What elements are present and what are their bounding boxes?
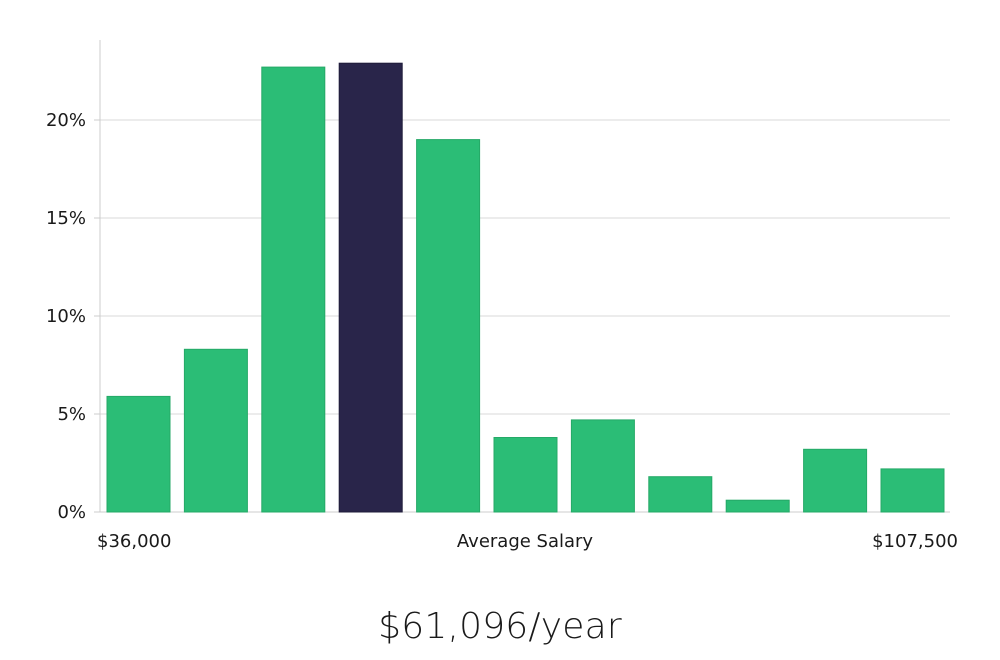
bars xyxy=(106,62,945,513)
average-salary-value: $61,096/year xyxy=(378,606,622,647)
bar xyxy=(803,448,868,513)
y-tick-labels: 0% 5% 10% 15% 20% xyxy=(46,110,100,523)
bar xyxy=(725,499,790,513)
grid-lines xyxy=(100,119,950,415)
x-axis-min-label: $36,000 xyxy=(97,531,171,552)
x-axis-max-label: $107,500 xyxy=(872,531,958,552)
salary-histogram: 0% 5% 10% 15% 20% $36,000 Average Salary $10… xyxy=(46,40,958,552)
bar xyxy=(416,139,481,513)
x-axis-title: Average Salary xyxy=(457,531,594,552)
bar xyxy=(183,348,248,513)
y-tick-label: 5% xyxy=(57,404,86,425)
y-tick-label: 10% xyxy=(46,306,86,327)
bar xyxy=(570,419,635,513)
bar xyxy=(106,395,171,513)
bar xyxy=(261,66,326,513)
bar-highlighted xyxy=(338,62,403,513)
bar xyxy=(493,437,558,513)
bar xyxy=(648,476,713,513)
bar xyxy=(880,468,945,513)
y-tick-label: 20% xyxy=(46,110,86,131)
y-tick-label: 15% xyxy=(46,208,86,229)
y-tick-label: 0% xyxy=(57,502,86,523)
